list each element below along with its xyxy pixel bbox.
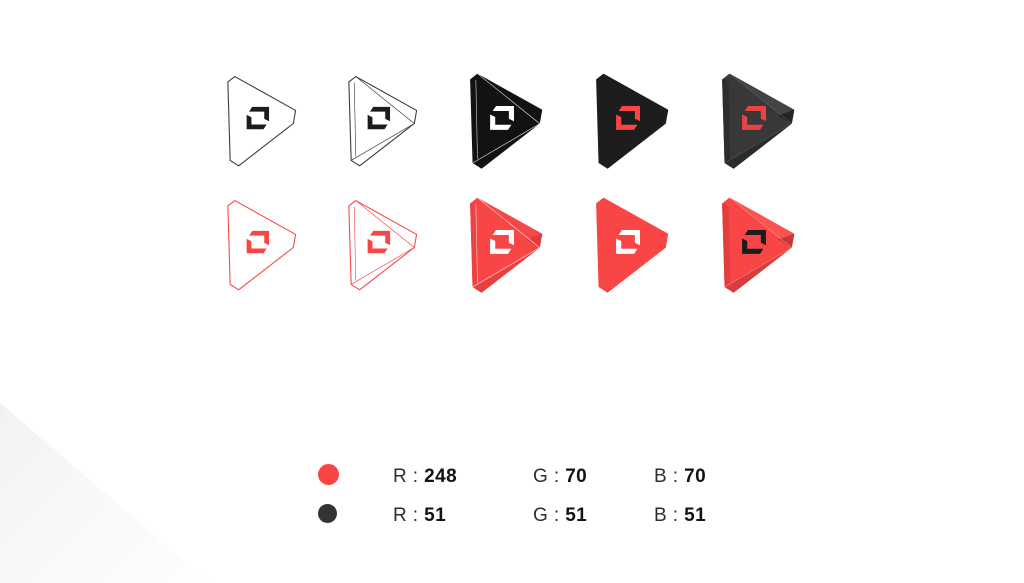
logo-silhouette xyxy=(348,76,418,167)
swap-icon xyxy=(367,231,391,254)
facet-left-strip xyxy=(722,79,731,164)
logo-red-solid-shaded xyxy=(718,196,800,294)
swap-icon xyxy=(742,105,766,130)
logo-charcoal-solid-shaded xyxy=(718,72,800,170)
logo-silhouette xyxy=(227,76,297,167)
channel-number: 51 xyxy=(684,505,707,526)
logo-mark-svg xyxy=(348,76,418,167)
facet-line xyxy=(477,197,541,249)
logo-mark-svg xyxy=(470,73,543,169)
facet-bottom xyxy=(472,248,540,294)
facet-left-strip xyxy=(722,203,731,288)
facet-line xyxy=(729,73,793,124)
channel-r-value: R : 248 xyxy=(393,466,533,488)
logo-silhouette xyxy=(470,198,543,294)
facet-line xyxy=(477,73,541,124)
channel-label: R : xyxy=(393,505,425,526)
channel-r-value: R : 51 xyxy=(393,505,533,527)
facet-line xyxy=(350,123,415,161)
swap-icon xyxy=(490,230,514,255)
logo-dark-outline-faceted xyxy=(345,75,422,167)
facet-line xyxy=(724,123,792,164)
swap-icon xyxy=(246,106,270,130)
channel-g-value: G : 51 xyxy=(533,505,654,527)
swap-icon xyxy=(616,105,640,130)
palette-row: R : 248 G : 70 B : 70 xyxy=(318,460,744,494)
logo-dark-solid-faceted xyxy=(466,72,548,170)
swap-icon xyxy=(246,231,270,254)
swap-icon xyxy=(490,105,514,130)
channel-label: G : xyxy=(533,466,566,487)
facet-top xyxy=(729,198,795,249)
color-swatch xyxy=(318,464,339,485)
channel-g-value: G : 70 xyxy=(533,466,654,488)
logo-dark-solid-flat xyxy=(592,72,674,170)
corner-fold-decoration xyxy=(0,403,210,583)
logo-row-red-variants xyxy=(224,196,800,294)
logo-silhouette xyxy=(470,73,543,169)
logo-silhouette xyxy=(596,73,669,169)
swap-icon xyxy=(616,230,640,255)
facet-line xyxy=(355,200,415,249)
facet-line xyxy=(472,123,540,164)
facet-top xyxy=(729,73,795,124)
channel-b-value: B : 70 xyxy=(654,466,744,488)
facet-line xyxy=(355,76,415,124)
logo-row-dark-variants xyxy=(224,72,800,170)
facet-line xyxy=(475,80,478,159)
channel-number: 51 xyxy=(424,505,447,526)
logo-dark-outline xyxy=(224,75,301,167)
logo-grid xyxy=(224,72,800,295)
logo-red-solid-faceted xyxy=(466,196,548,294)
logo-mark-svg xyxy=(722,197,795,294)
facet-line xyxy=(353,82,357,157)
channel-number: 248 xyxy=(424,466,458,487)
logo-mark-svg xyxy=(227,76,297,167)
logo-silhouette xyxy=(348,200,418,291)
facet-line xyxy=(353,207,357,282)
logo-mark-svg xyxy=(348,200,418,291)
facet-line xyxy=(472,247,540,288)
logo-mark-svg xyxy=(722,73,795,169)
color-swatch xyxy=(318,504,337,523)
channel-number: 70 xyxy=(684,466,707,487)
swap-icon xyxy=(367,106,391,130)
rgb-palette-table: R : 248 G : 70 B : 70 R : 51 G : 51 B : 51 xyxy=(318,460,744,533)
facet-line xyxy=(724,247,792,288)
swatch-cell xyxy=(318,464,393,490)
facet-tip xyxy=(777,109,795,124)
logo-mark-svg xyxy=(596,198,669,294)
channel-b-value: B : 51 xyxy=(654,505,744,527)
facet-tip xyxy=(525,234,543,249)
facet-line xyxy=(475,204,478,284)
channel-label: B : xyxy=(654,466,685,487)
facet-line xyxy=(729,197,793,249)
swatch-cell xyxy=(318,504,393,528)
logo-silhouette xyxy=(596,198,669,294)
logo-red-solid-flat xyxy=(592,196,674,294)
palette-row: R : 51 G : 51 B : 51 xyxy=(318,499,744,533)
logo-mark-svg xyxy=(596,73,669,169)
logo-red-outline xyxy=(224,199,301,291)
logo-mark-svg xyxy=(470,197,543,294)
channel-number: 70 xyxy=(565,466,588,487)
channel-number: 51 xyxy=(565,505,588,526)
channel-label: R : xyxy=(393,466,425,487)
facet-tip xyxy=(777,234,795,249)
facet-bottom xyxy=(724,123,792,169)
facet-bottom xyxy=(724,248,792,294)
logo-silhouette xyxy=(227,200,297,291)
logo-red-outline-faceted xyxy=(345,199,422,291)
logo-silhouette xyxy=(722,73,795,169)
facet-line xyxy=(350,247,415,286)
logo-silhouette xyxy=(722,198,795,294)
channel-label: G : xyxy=(533,505,566,526)
channel-label: B : xyxy=(654,505,685,526)
logo-mark-svg xyxy=(227,200,297,291)
swap-icon xyxy=(742,230,766,255)
